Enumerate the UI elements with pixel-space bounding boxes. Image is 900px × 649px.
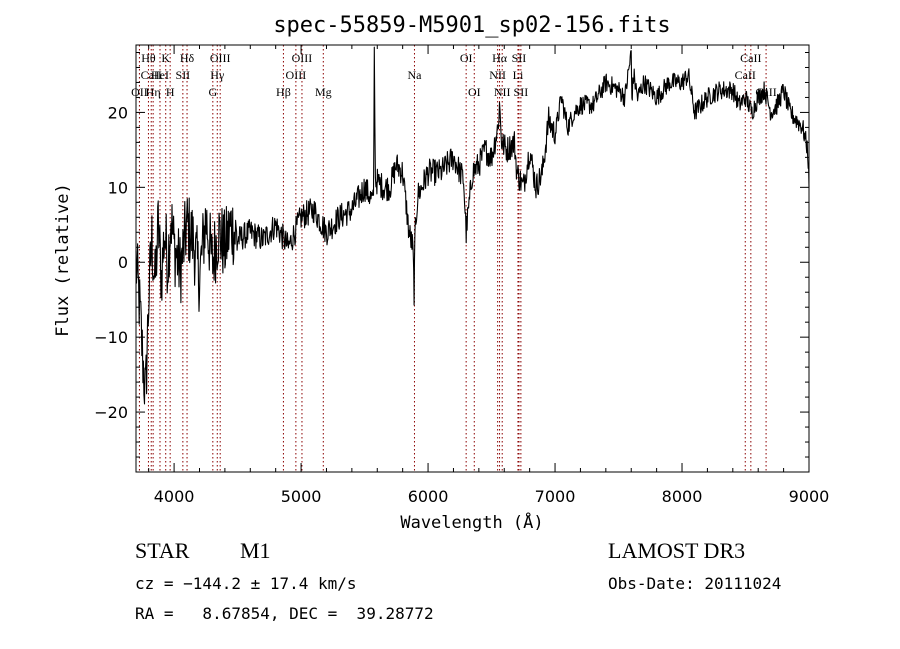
- line-label-20: SII: [512, 51, 527, 65]
- x-axis-label: Wavelength (Å): [400, 511, 543, 533]
- line-label-14: Hβ: [276, 85, 291, 99]
- x-axis-ticks: 4000 5000 6000 7000 8000 9000: [148, 45, 830, 506]
- y-tick-label: −20: [94, 403, 128, 422]
- line-label-4: HeI: [151, 68, 169, 82]
- line-label-23: NII: [494, 85, 511, 99]
- observation-date: Obs-Date: 20111024: [608, 574, 782, 593]
- line-label-26: CaII: [735, 68, 756, 82]
- y-tick-label: 10: [108, 178, 128, 197]
- x-tick-label: 4000: [154, 487, 195, 506]
- line-label-19: Hα: [492, 51, 508, 65]
- line-label-17: OI: [460, 51, 473, 65]
- survey-name: LAMOST DR3: [608, 538, 746, 563]
- x-tick-label: 8000: [662, 487, 703, 506]
- y-tick-label: −10: [94, 328, 128, 347]
- line-label-0: Hθ: [141, 51, 156, 65]
- line-label-10: Hγ: [210, 68, 225, 82]
- line-label-25: CaII: [740, 51, 761, 65]
- line-label-2: OII: [131, 85, 148, 99]
- line-label-8: Hδ: [180, 51, 195, 65]
- chart-title: spec-55859-M5901_sp02-156.fits: [273, 13, 670, 38]
- y-axis-label: Flux (relative): [53, 183, 73, 337]
- y-tick-label: 0: [118, 253, 128, 272]
- object-class: STAR: [135, 538, 190, 563]
- flux-series-line: [135, 46, 810, 405]
- line-label-24: SII: [514, 85, 529, 99]
- line-label-12: OIII: [292, 51, 313, 65]
- plot-frame: [135, 44, 810, 473]
- x-tick-label: 7000: [535, 487, 576, 506]
- line-label-13: OIII: [286, 68, 307, 82]
- line-label-18: OI: [468, 85, 481, 99]
- line-label-5: Hη: [146, 85, 161, 99]
- line-label-9: OIII: [210, 51, 231, 65]
- spectrum-chart: spec-55859-M5901_sp02-156.fits Hθ CaII OII…: [53, 13, 830, 533]
- line-label-15: Mg: [315, 85, 332, 99]
- x-tick-label: 5000: [281, 487, 322, 506]
- line-label-6: SII: [176, 68, 191, 82]
- line-label-1: CaII: [141, 68, 162, 82]
- line-label-3: K: [161, 51, 170, 65]
- object-subclass: M1: [240, 538, 271, 563]
- line-label-21: NII: [489, 68, 506, 82]
- line-label-22: Li: [513, 68, 524, 82]
- line-label-7: H: [166, 85, 175, 99]
- line-label-11: G: [208, 85, 217, 99]
- coordinates: RA = 8.67854, DEC = 39.28772: [135, 604, 434, 623]
- line-label-16: Na: [407, 68, 422, 82]
- redshift-cz: cz = −144.2 ± 17.4 km/s: [135, 574, 357, 593]
- x-tick-label: 6000: [408, 487, 449, 506]
- x-tick-label: 9000: [789, 487, 830, 506]
- y-axis-ticks: −20 −10 0 10 20: [94, 51, 809, 473]
- y-tick-label: 20: [108, 103, 128, 122]
